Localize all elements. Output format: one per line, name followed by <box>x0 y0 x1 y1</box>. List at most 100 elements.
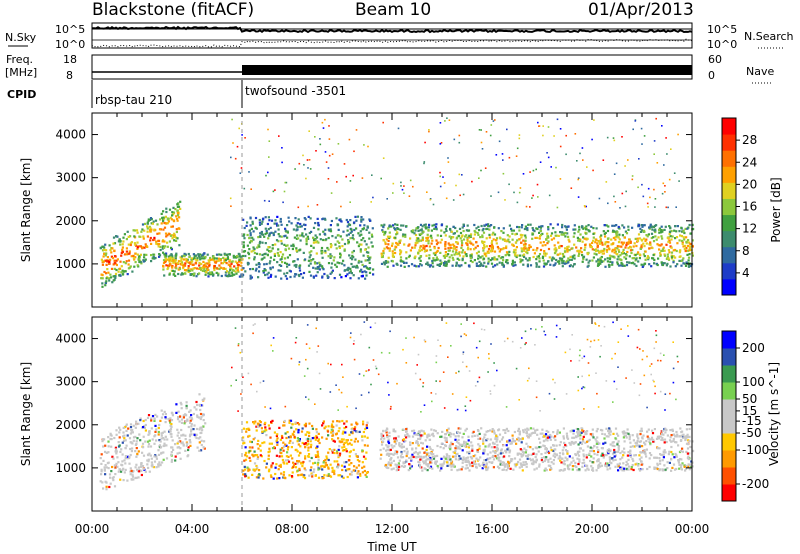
heatmap-cell <box>119 240 122 243</box>
heatmap-cell <box>653 456 656 459</box>
heatmap-cell <box>535 227 538 230</box>
heatmap-cell <box>109 249 112 252</box>
cpid-row: CPID rbsp-tau 210 twofsound -3501 <box>7 80 346 108</box>
heatmap-cell <box>209 271 212 274</box>
heatmap-cell <box>169 421 172 424</box>
heatmap-cell <box>261 253 264 256</box>
heatmap-cell <box>287 460 291 463</box>
heatmap-cell <box>585 205 587 208</box>
heatmap-cell <box>499 461 502 464</box>
heatmap-cell <box>482 442 485 445</box>
heatmap-cell <box>488 236 491 239</box>
heatmap-cell <box>356 476 359 479</box>
heatmap-cell <box>459 194 461 197</box>
heatmap-cell <box>629 454 632 457</box>
heatmap-cell <box>179 401 182 404</box>
heatmap-cell <box>440 238 443 241</box>
heatmap-cell <box>390 444 393 447</box>
heatmap-cell <box>179 415 182 418</box>
heatmap-cell <box>327 458 330 462</box>
heatmap-cell <box>669 235 672 238</box>
heatmap-cell <box>382 226 385 229</box>
heatmap-cell <box>258 221 261 224</box>
heatmap-cell <box>525 442 528 445</box>
heatmap-cell <box>365 243 368 246</box>
heatmap-cell <box>430 234 433 237</box>
heatmap-cell <box>581 465 584 468</box>
heatmap-cell <box>242 469 245 472</box>
heatmap-cell <box>259 232 262 235</box>
heatmap-cell <box>324 118 326 121</box>
heatmap-cell <box>617 225 620 229</box>
heatmap-cell <box>258 235 262 238</box>
heatmap-cell <box>646 255 649 258</box>
heatmap-cell <box>156 415 159 418</box>
heatmap-cell <box>631 248 634 252</box>
heatmap-cell <box>247 451 250 454</box>
heatmap-cell <box>111 455 114 458</box>
heatmap-cell <box>493 226 496 229</box>
heatmap-cell <box>281 436 284 439</box>
heatmap-cell <box>348 455 351 458</box>
heatmap-cell <box>465 229 468 232</box>
heatmap-cell <box>345 218 348 222</box>
heatmap-cell <box>285 244 288 248</box>
heatmap-cell <box>181 441 184 444</box>
heatmap-cell <box>338 420 341 423</box>
heatmap-cell <box>263 441 266 444</box>
heatmap-cell <box>584 469 587 472</box>
heatmap-cell <box>291 457 294 460</box>
heatmap-cell <box>150 461 153 464</box>
heatmap-cell <box>172 234 175 237</box>
heatmap-cell <box>244 468 247 471</box>
heatmap-cell <box>346 220 350 224</box>
heatmap-cell <box>593 248 596 252</box>
heatmap-cell <box>326 474 329 477</box>
heatmap-cell <box>617 255 620 258</box>
heatmap-cell <box>340 464 344 467</box>
heatmap-cell <box>103 438 106 441</box>
heatmap-cell <box>196 446 199 449</box>
heatmap-cell <box>142 426 145 429</box>
heatmap-cell <box>206 262 209 265</box>
heatmap-cell <box>255 464 258 468</box>
heatmap-cell <box>267 246 270 249</box>
heatmap-cell <box>296 460 299 463</box>
heatmap-cell <box>521 254 524 257</box>
heatmap-cell <box>354 469 357 472</box>
heatmap-cell <box>195 259 198 262</box>
heatmap-cell <box>533 230 536 233</box>
heatmap-cell <box>485 265 488 268</box>
heatmap-cell <box>191 269 194 272</box>
heatmap-cell <box>663 164 665 166</box>
heatmap-cell <box>136 264 139 267</box>
heatmap-cell <box>549 263 552 266</box>
heatmap-cell <box>566 435 569 438</box>
heatmap-cell <box>298 460 301 463</box>
heatmap-cell <box>506 448 509 451</box>
heatmap-cell <box>177 440 180 443</box>
heatmap-cell <box>162 444 165 448</box>
heatmap-cell <box>256 425 259 428</box>
heatmap-cell <box>345 461 348 464</box>
heatmap-cell <box>185 259 188 262</box>
heatmap-cell <box>542 265 546 268</box>
heatmap-cell <box>475 264 478 267</box>
heatmap-cell <box>462 432 465 435</box>
heatmap-cell <box>584 441 587 444</box>
heatmap-cell <box>248 241 252 244</box>
heatmap-cell <box>136 452 139 455</box>
heatmap-cell <box>270 219 274 222</box>
heatmap-cell <box>170 423 173 426</box>
heatmap-cell <box>610 462 613 465</box>
heatmap-cell <box>132 436 136 439</box>
date-label: 01/Apr/2013 <box>588 0 694 20</box>
heatmap-cell <box>520 236 523 239</box>
heatmap-cell <box>235 272 238 275</box>
heatmap-cell <box>338 245 341 248</box>
heatmap-cell <box>138 258 141 261</box>
heatmap-cell <box>298 269 302 272</box>
heatmap-cell <box>148 430 151 433</box>
heatmap-cell <box>257 236 260 239</box>
heatmap-cell <box>111 257 115 260</box>
